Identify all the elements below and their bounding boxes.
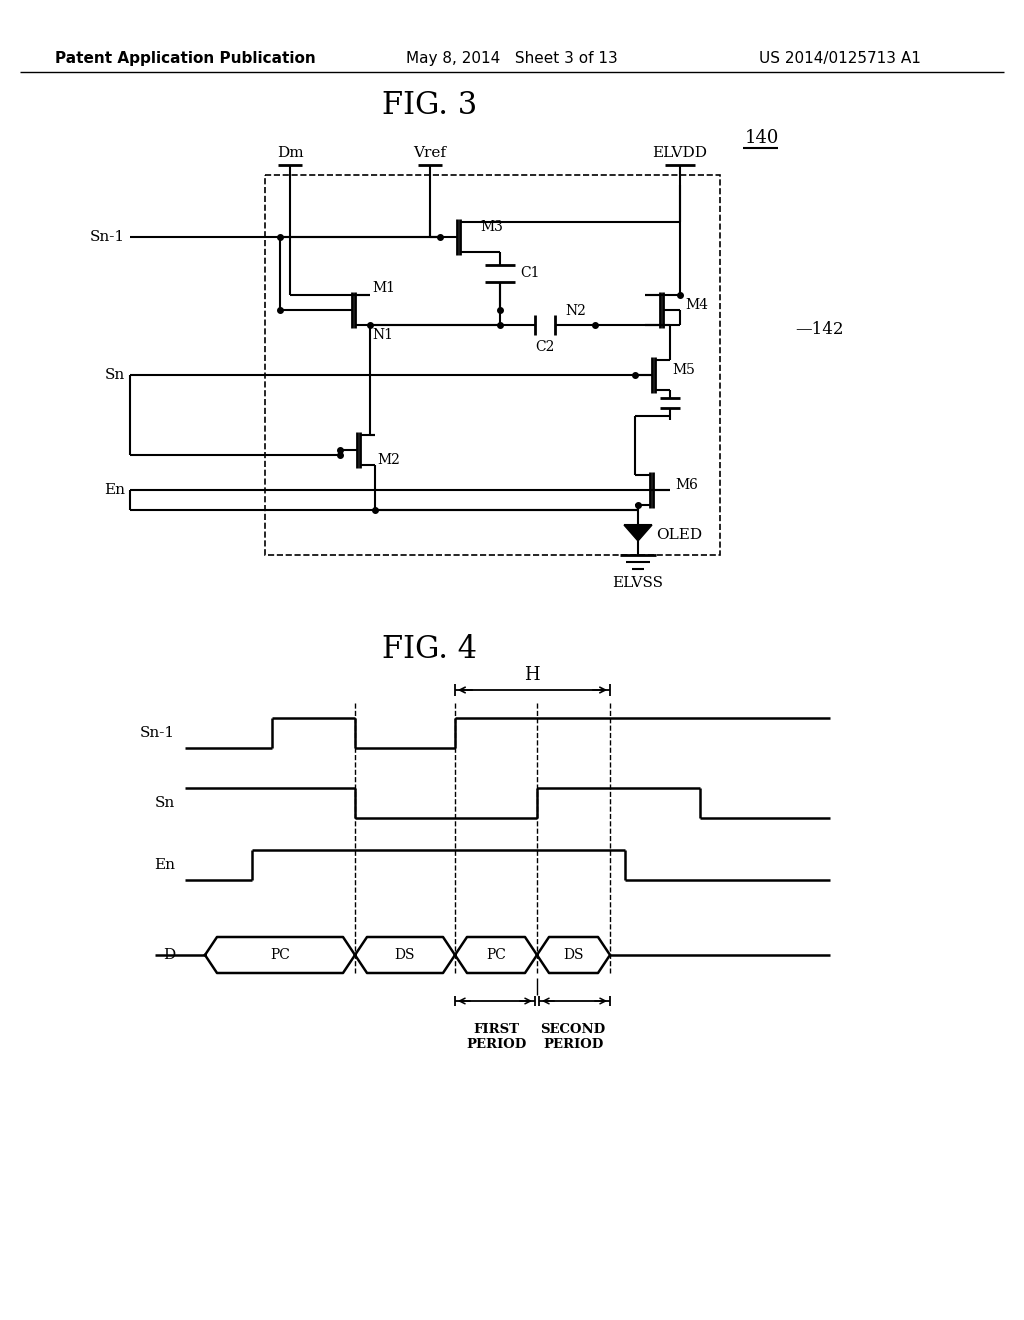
- Text: En: En: [104, 483, 125, 498]
- Text: D: D: [163, 948, 175, 962]
- Text: OLED: OLED: [656, 528, 702, 543]
- Text: N2: N2: [565, 304, 586, 318]
- Text: H: H: [524, 667, 540, 684]
- Text: Sn-1: Sn-1: [140, 726, 175, 741]
- Text: C2: C2: [536, 341, 555, 354]
- Text: M2: M2: [377, 453, 400, 467]
- Text: May 8, 2014   Sheet 3 of 13: May 8, 2014 Sheet 3 of 13: [407, 50, 617, 66]
- Text: PC: PC: [486, 948, 506, 962]
- Text: ELVDD: ELVDD: [652, 147, 708, 160]
- Text: ELVSS: ELVSS: [612, 576, 664, 590]
- Text: US 2014/0125713 A1: US 2014/0125713 A1: [759, 50, 921, 66]
- Text: FIRST
PERIOD: FIRST PERIOD: [466, 1023, 526, 1051]
- Text: SECOND
PERIOD: SECOND PERIOD: [541, 1023, 605, 1051]
- Text: Patent Application Publication: Patent Application Publication: [54, 50, 315, 66]
- Text: M3: M3: [480, 220, 503, 234]
- Text: FIG. 3: FIG. 3: [382, 90, 477, 120]
- Polygon shape: [624, 525, 652, 541]
- Text: DS: DS: [563, 948, 584, 962]
- Text: En: En: [154, 858, 175, 873]
- Text: M1: M1: [372, 281, 395, 294]
- Text: Sn: Sn: [155, 796, 175, 810]
- Text: DS: DS: [394, 948, 416, 962]
- Text: PC: PC: [270, 948, 290, 962]
- Text: N1: N1: [372, 327, 393, 342]
- Text: 140: 140: [745, 129, 779, 147]
- Text: Dm: Dm: [276, 147, 303, 160]
- Text: C1: C1: [520, 267, 540, 280]
- Text: Sn: Sn: [104, 368, 125, 381]
- Bar: [265, 176, 720, 554]
- Text: —142: —142: [795, 322, 844, 338]
- Text: M5: M5: [672, 363, 695, 378]
- Text: Sn-1: Sn-1: [90, 230, 125, 244]
- Text: M6: M6: [675, 478, 698, 492]
- Text: FIG. 4: FIG. 4: [383, 635, 477, 665]
- Text: M4: M4: [685, 298, 708, 312]
- Text: Vref: Vref: [414, 147, 446, 160]
